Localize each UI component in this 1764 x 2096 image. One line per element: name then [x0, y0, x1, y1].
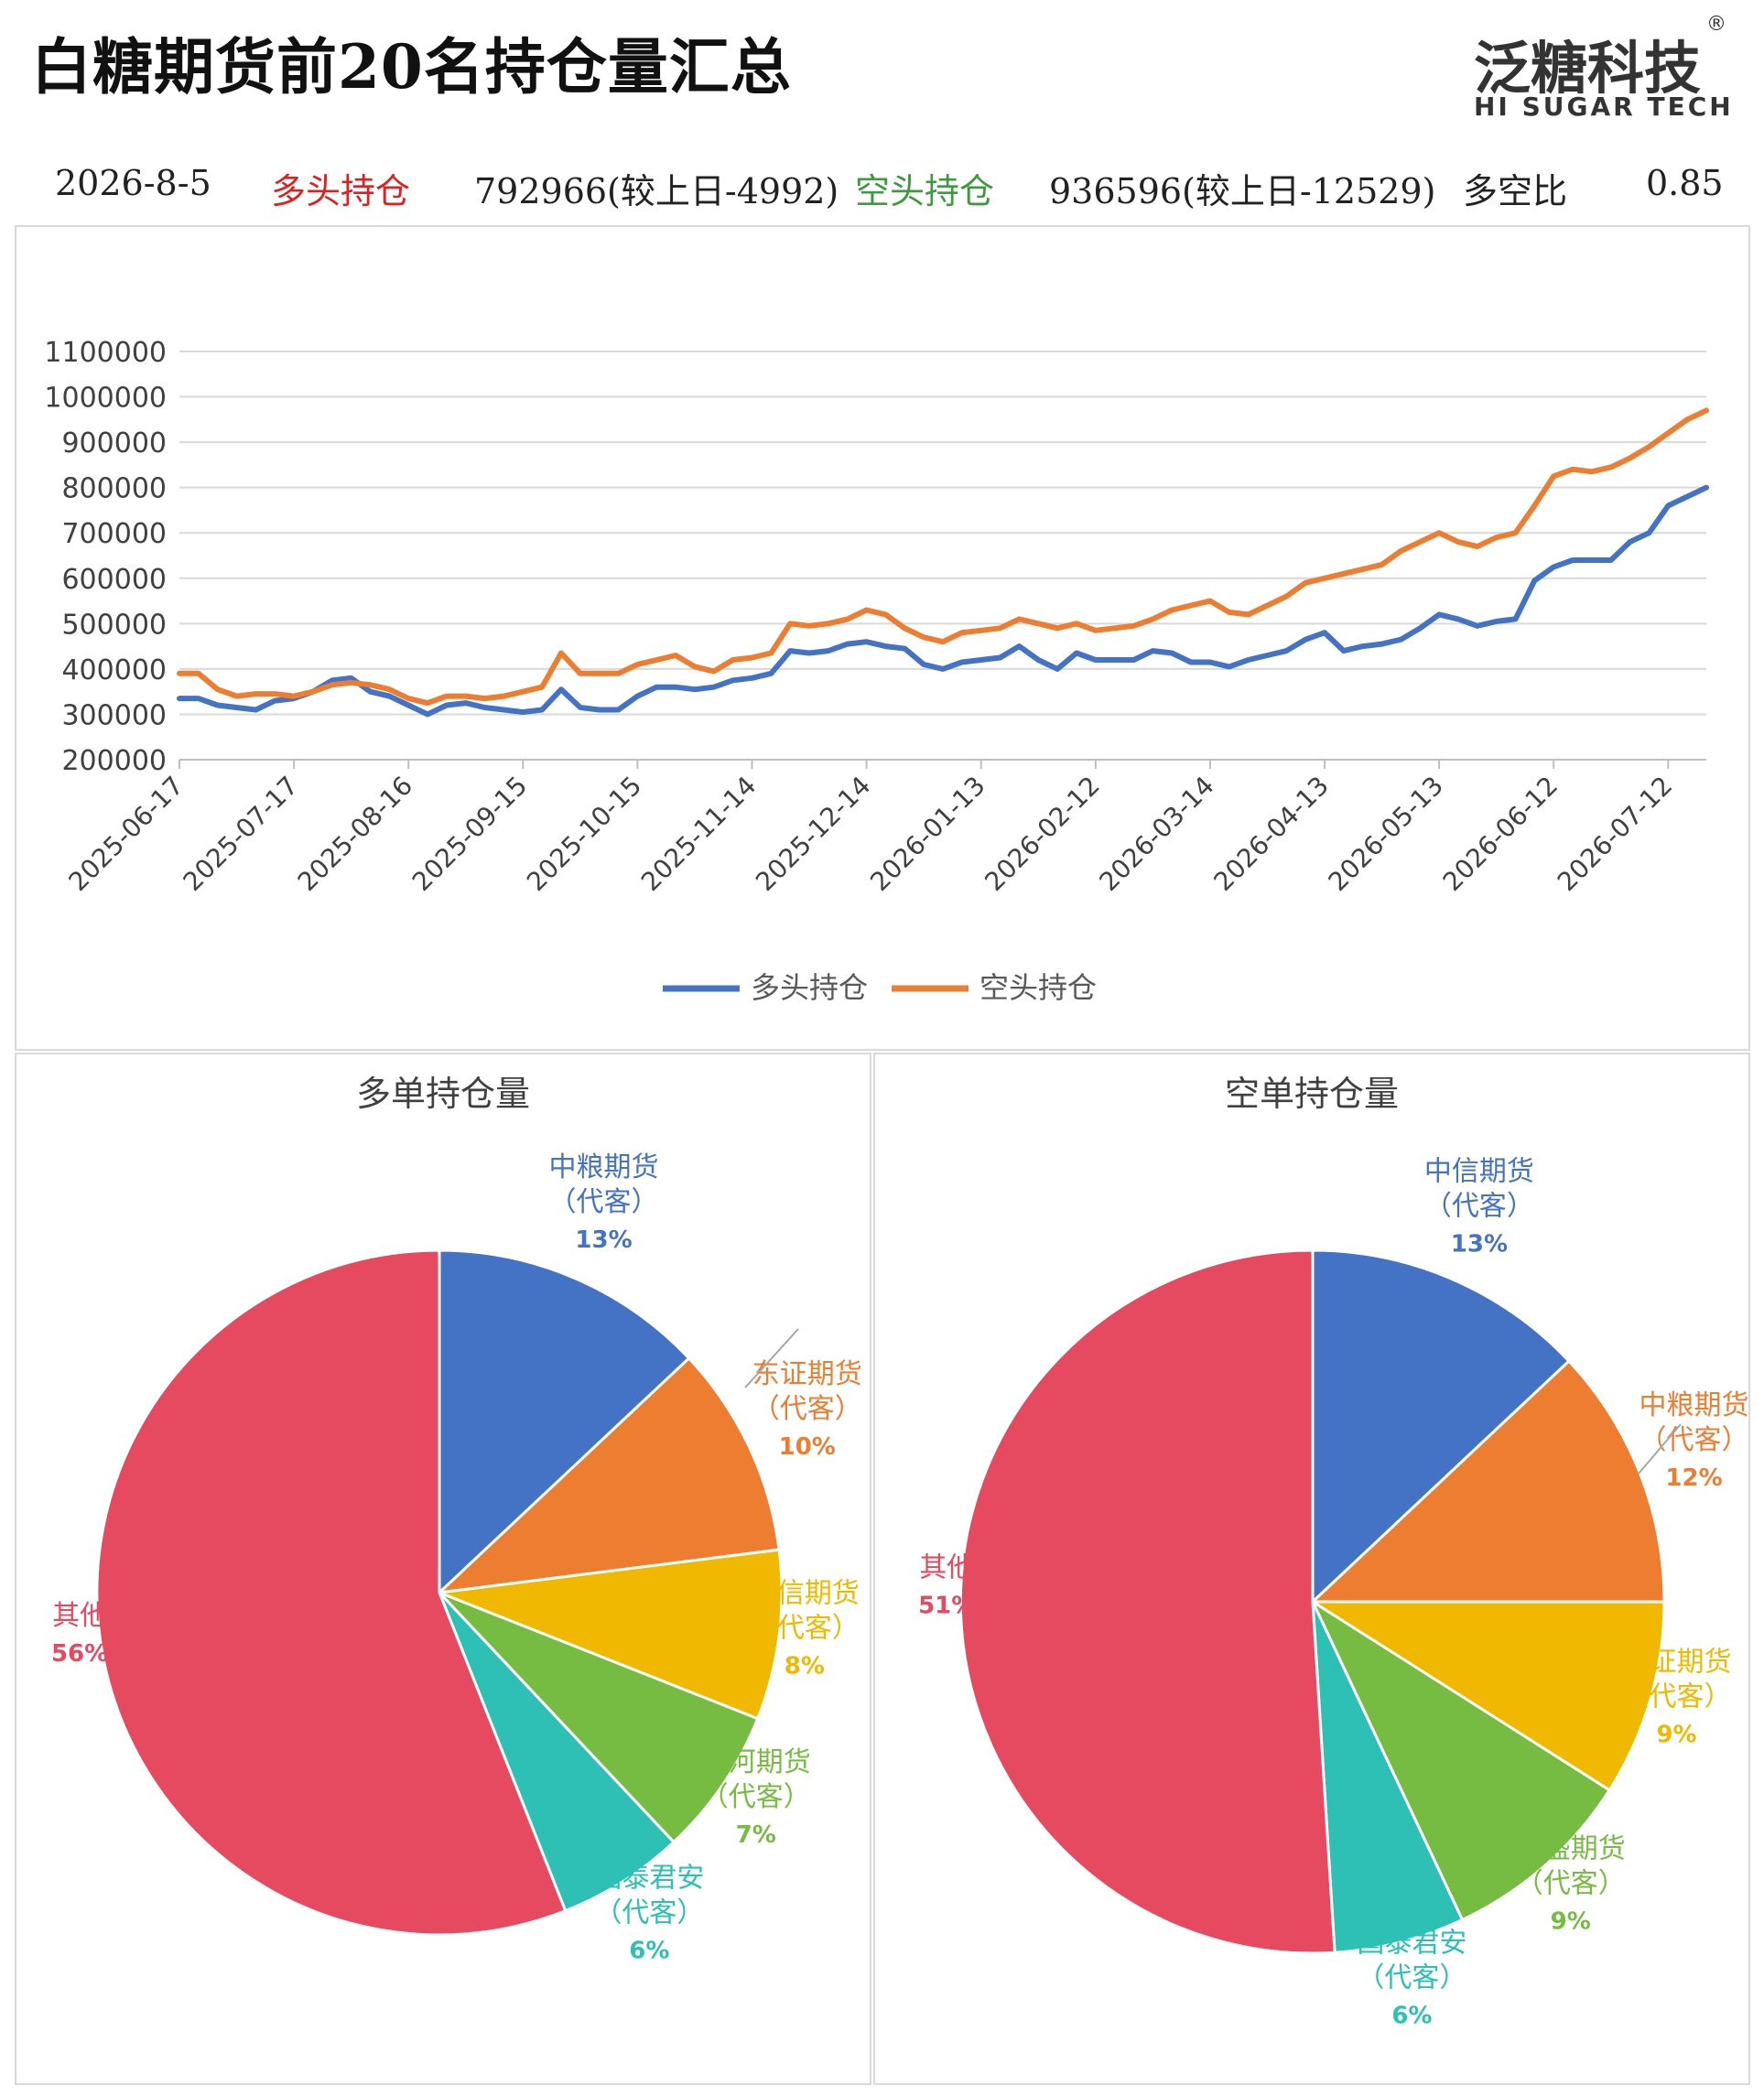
long-short-ratio-label: 多空比 — [1463, 171, 1568, 211]
x-tick-label: 2026-01-13 — [864, 771, 990, 897]
pie-slice — [435, 1356, 781, 1595]
pie-slice-percent: 6% — [1391, 2002, 1432, 2029]
y-tick-label: 900000 — [61, 427, 167, 459]
pie-slice-label: （代客） — [1640, 1424, 1748, 1456]
pie-slice-label: （代客） — [750, 1612, 860, 1644]
y-tick-label: 700000 — [61, 518, 167, 550]
pie-slice-percent: 12% — [1665, 1464, 1722, 1492]
x-tick-label: 2026-02-12 — [979, 771, 1105, 897]
pie-slice-label: （代客） — [549, 1186, 659, 1218]
pie-slice-percent: 9% — [1551, 1908, 1591, 1936]
pie-slice-label: 中信期货 — [1424, 1156, 1534, 1188]
short-position-value: 936596(较上日-12529) — [1049, 171, 1436, 211]
pie-slice-label: （代客） — [594, 1896, 704, 1929]
pie-slice-label: （代客） — [752, 1393, 862, 1425]
pie-slice — [1311, 1248, 1572, 1605]
long-position-label: 多头持仓 — [271, 171, 411, 211]
brand-logo-text: 泛糖科技 — [1474, 35, 1702, 102]
x-tick-label: 2026-06-12 — [1437, 771, 1564, 897]
pie-slice — [1311, 1601, 1465, 1954]
pie-slice-label: 东证期货 — [1622, 1647, 1732, 1679]
x-tick-label: 2026-05-13 — [1323, 771, 1449, 897]
pie-slice-percent: 8% — [785, 1652, 825, 1680]
pie-slice-label: 东证期货 — [752, 1358, 862, 1390]
line-chart-panel: 1100000 1000000 900000 800000 700000 600000 50… — [15, 225, 1750, 1051]
x-tick-label: 2026-07-12 — [1552, 771, 1678, 897]
leader-line — [1638, 1423, 1682, 1475]
pie-slice-label: 国泰君安 — [594, 1862, 704, 1894]
pie-slice-label: （代客） — [1516, 1868, 1626, 1900]
pie-slice — [1309, 1597, 1612, 1922]
summary-date: 2026-8-5 — [55, 163, 211, 203]
short-pie-chart: 空单持仓量中信期货（代客）13%中粮期货（代客）12%东证期货（代客）9%高盛期… — [918, 1074, 1748, 2029]
page-title: 白糖期货前20名持仓量汇总 — [31, 31, 792, 103]
pie-slice-label: 中粮期货 — [549, 1151, 659, 1183]
pie-slice — [438, 1548, 784, 1721]
pie-slice — [438, 1591, 676, 1913]
short-position-line — [177, 407, 1709, 707]
x-tick-label: 2025-06-17 — [63, 771, 189, 897]
pie-slice-percent: 9% — [1656, 1722, 1696, 1749]
y-tick-label: 800000 — [61, 473, 167, 505]
pie-slice-percent: 6% — [629, 1937, 669, 1964]
line-chart: 1100000 1000000 900000 800000 700000 600000 50… — [44, 337, 1709, 1005]
pie-slice-label: 其他 — [919, 1552, 974, 1584]
pie-slice-label: 国泰君安 — [1357, 1927, 1466, 1959]
y-tick-label: 1100000 — [44, 337, 167, 369]
long-position-value: 792966(较上日-4992) — [474, 171, 839, 211]
pie-slice — [958, 1248, 1337, 1955]
pie-slice-percent: 13% — [1451, 1231, 1508, 1259]
x-tick-label: 2025-09-15 — [406, 771, 533, 897]
y-tick-label: 500000 — [61, 609, 167, 641]
long-pie-chart: 多单持仓量中粮期货（代客）13%东证期货（代客）10%中信期货（代客）8%银河期… — [51, 1074, 862, 1964]
y-tick-label: 1000000 — [44, 383, 167, 415]
long-position-line — [177, 484, 1709, 718]
short-position-label: 空头持仓 — [855, 171, 995, 211]
pie-slice-label: 银河期货 — [701, 1746, 811, 1778]
y-tick-label: 300000 — [61, 699, 167, 731]
x-tick-label: 2025-11-14 — [635, 771, 762, 897]
pie-slice-percent: 13% — [575, 1226, 632, 1254]
pie-slice-label: （代客） — [1357, 1961, 1466, 1993]
pie-slice — [1307, 1600, 1666, 1792]
long-pie-panel: 多单持仓量 中粮期货 （代客） 13% 东证期货 （代客） 10% 中信期货 （代客） 8% 银河期… — [15, 1053, 871, 2085]
pie-title: 空单持仓量 — [1225, 1074, 1399, 1114]
pie-slice-label: （代客） — [701, 1781, 811, 1813]
pie-slice-percent: 51% — [918, 1593, 975, 1620]
y-tick-label: 400000 — [61, 654, 167, 686]
pie-title: 多单持仓量 — [356, 1074, 530, 1114]
pie-slice-label: 中信期货 — [750, 1577, 860, 1609]
y-tick-label: 600000 — [61, 564, 167, 596]
pie-slice-label: （代客） — [1424, 1191, 1534, 1223]
x-tick-label: 2025-07-17 — [178, 771, 304, 897]
pie-slice-percent: 56% — [51, 1640, 108, 1668]
legend-long: 多头持仓 — [751, 970, 868, 1005]
pie-slice-label: 其他 — [52, 1600, 107, 1632]
pie-slice — [438, 1248, 691, 1596]
legend-short: 空头持仓 — [979, 970, 1097, 1005]
x-tick-label: 2026-03-14 — [1093, 771, 1219, 897]
y-tick-label: 200000 — [61, 745, 167, 777]
long-short-ratio-value: 0.85 — [1646, 163, 1724, 203]
pie-slice-percent: 7% — [736, 1821, 776, 1849]
x-tick-label: 2025-08-16 — [292, 771, 418, 897]
summary-row: 2026-8-5 多头持仓 792966(较上日-4992) 空头持仓 9365… — [0, 163, 1764, 211]
pie-slice-percent: 10% — [779, 1433, 836, 1461]
registered-mark: ® — [1706, 13, 1726, 36]
pie-slice — [438, 1591, 760, 1844]
leader-line — [744, 1328, 799, 1388]
pie-slice-label: （代客） — [1622, 1681, 1732, 1713]
brand-logo-subtitle: HI SUGAR TECH — [1474, 92, 1734, 122]
x-tick-label: 2025-12-14 — [750, 771, 876, 897]
x-tick-label: 2026-04-13 — [1208, 771, 1335, 897]
x-tick-label: 2025-10-15 — [521, 771, 647, 897]
pie-slice-label: 中粮期货 — [1640, 1389, 1748, 1421]
pie-slice-label: 高盛期货 — [1516, 1833, 1626, 1865]
pie-slice — [95, 1248, 568, 1937]
short-pie-panel: 空单持仓量 中信期货 （代客） 13% 中粮期货 （代客） 12% 东证期货 （代客） 9% 高盛期… — [873, 1053, 1750, 2085]
